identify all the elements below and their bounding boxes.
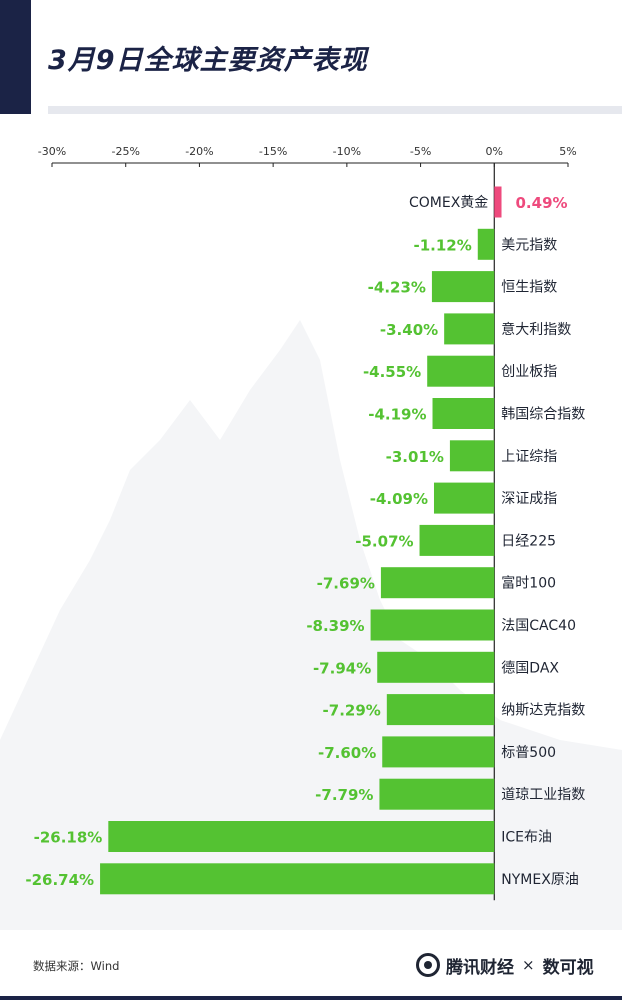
bar xyxy=(382,736,495,768)
value-label: -3.40% xyxy=(380,321,438,339)
x-tick-label: -20% xyxy=(185,145,213,158)
bar xyxy=(431,271,495,303)
partner-name: 数可视 xyxy=(542,957,594,978)
value-label: -1.12% xyxy=(414,236,472,254)
category-label: 上证综指 xyxy=(501,449,557,465)
value-label: -5.07% xyxy=(355,532,413,550)
category-label: 创业板指 xyxy=(501,364,557,380)
category-label: COMEX黄金 xyxy=(409,194,488,211)
category-label: 韩国综合指数 xyxy=(501,407,585,423)
value-label: -7.60% xyxy=(318,744,376,762)
bar xyxy=(444,313,495,345)
value-label: -4.55% xyxy=(363,363,421,381)
value-label: -7.79% xyxy=(315,786,373,804)
category-label: ICE布油 xyxy=(501,830,552,846)
brand-name: 腾讯财经 xyxy=(446,957,514,978)
bar xyxy=(449,440,495,472)
x-tick-label: -15% xyxy=(259,145,287,158)
bar xyxy=(108,821,495,852)
tencent-finance-icon xyxy=(416,953,440,977)
corner-accent xyxy=(0,0,31,114)
value-label: -4.23% xyxy=(368,279,426,297)
value-label: -3.01% xyxy=(386,448,444,466)
category-label: 富时100 xyxy=(501,575,556,592)
header-divider xyxy=(48,106,622,114)
category-label: NYMEX原油 xyxy=(501,872,579,888)
category-label: 德国DAX xyxy=(501,660,559,676)
bar xyxy=(380,567,495,599)
value-label: -7.69% xyxy=(317,575,375,593)
x-tick-label: -30% xyxy=(38,145,66,158)
x-tick-label: 5% xyxy=(559,145,576,158)
value-label: -4.19% xyxy=(368,406,426,424)
value-label: 0.49% xyxy=(516,194,568,212)
x-tick-label: 0% xyxy=(486,145,503,158)
bar xyxy=(379,778,495,810)
category-label: 恒生指数 xyxy=(501,280,557,296)
bar xyxy=(100,863,495,895)
x-tick-label: -5% xyxy=(410,145,431,158)
value-label: -8.39% xyxy=(306,617,364,635)
category-label: 标普500 xyxy=(501,745,556,761)
brand-separator: × xyxy=(522,956,535,974)
bar xyxy=(377,651,495,683)
value-label: -26.18% xyxy=(34,829,103,847)
bar xyxy=(432,398,495,429)
brand-logo: 腾讯财经 × 数可视 xyxy=(416,951,594,979)
category-label: 法国CAC40 xyxy=(501,618,576,634)
category-label: 深证成指 xyxy=(501,491,557,507)
category-label: 道琼工业指数 xyxy=(501,787,585,803)
bar xyxy=(419,524,495,556)
category-label: 日经225 xyxy=(501,533,556,549)
data-source-note: 数据来源：Wind xyxy=(33,959,120,973)
bar xyxy=(370,609,495,641)
bar xyxy=(433,482,495,514)
category-label: 纳斯达克指数 xyxy=(501,703,585,719)
x-tick-label: -25% xyxy=(112,145,140,158)
bar-chart: -30% -25% -20% -15% -10% -5% 0% 5% COMEX黄金 0.49% 美… xyxy=(25,145,585,901)
footer-bar xyxy=(0,996,622,1000)
bar xyxy=(386,694,495,726)
bar xyxy=(477,228,495,260)
bar xyxy=(427,355,495,387)
x-tick-label: -10% xyxy=(333,145,361,158)
bar xyxy=(494,186,502,218)
value-label: -26.74% xyxy=(25,871,94,889)
value-label: -4.09% xyxy=(370,490,428,508)
page-title: 3月9日全球主要资产表现 xyxy=(48,45,368,76)
value-label: -7.29% xyxy=(323,702,381,720)
value-label: -7.94% xyxy=(313,659,371,677)
category-label: 意大利指数 xyxy=(501,321,571,338)
category-label: 美元指数 xyxy=(501,237,557,253)
